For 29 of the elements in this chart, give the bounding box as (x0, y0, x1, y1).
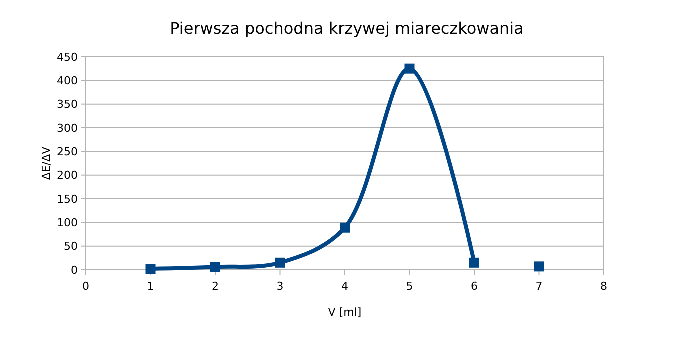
x-tick-label: 0 (82, 280, 90, 293)
y-tick-label: 150 (57, 192, 78, 206)
y-tick-label: 450 (57, 50, 78, 64)
y-tick-label: 0 (71, 264, 78, 277)
point (534, 262, 544, 272)
x-tick-label: 6 (471, 280, 478, 293)
y-tick-label: 350 (57, 98, 78, 112)
point (404, 64, 415, 74)
chart-title: Pierwsza pochodna krzywej miareczkowania (170, 19, 524, 38)
y-tick-label: 50 (64, 240, 78, 254)
x-axis-title: V [ml] (328, 306, 362, 319)
y-tick-label: 400 (57, 74, 78, 88)
x-tick-label: 3 (276, 280, 284, 293)
y-tick-label: 300 (57, 122, 78, 135)
x-tick-label: 4 (342, 280, 348, 293)
y-tick-label: 200 (57, 169, 78, 182)
point (210, 262, 220, 272)
x-tick-label: 8 (600, 280, 608, 293)
y-axis-title: ΔE/ΔV (40, 146, 53, 180)
point (470, 258, 480, 268)
y-tick-label: 100 (57, 216, 78, 230)
y-tick-label: 250 (57, 146, 78, 159)
x-tick-label: 2 (212, 280, 219, 293)
x-tick-label: 7 (536, 280, 543, 293)
point (340, 222, 350, 233)
point (146, 264, 156, 274)
x-tick-label: 5 (406, 280, 414, 293)
x-tick-label: 1 (147, 280, 154, 293)
point (275, 258, 286, 268)
